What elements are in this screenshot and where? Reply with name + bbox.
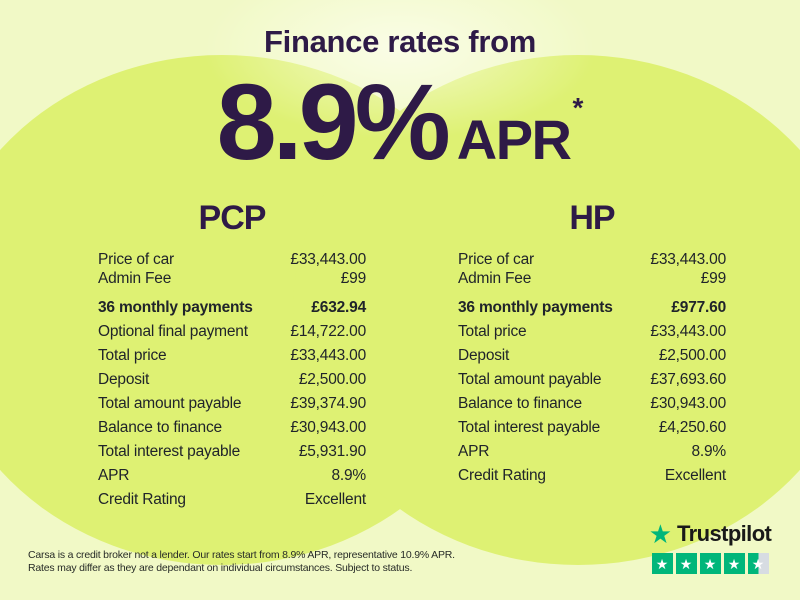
row-label: Total price xyxy=(458,323,527,340)
table-row: Price of car £33,443.00 xyxy=(98,250,366,269)
column-heading-pcp: PCP xyxy=(198,199,267,237)
row-label: Admin Fee xyxy=(98,269,172,287)
row-value: Excellent xyxy=(664,467,726,484)
table-row: Deposit £2,500.00 xyxy=(458,344,726,368)
finance-table-hp: Price of car £33,443.00 Admin Fee £99 36 mon… xyxy=(458,250,726,488)
row-label: 36 monthly payments xyxy=(458,299,613,316)
disclaimer-line-2: Rates may differ as they are dependant o… xyxy=(28,562,413,574)
table-row: Total amount payable £37,693.60 xyxy=(458,368,726,392)
row-value: £37,693.60 xyxy=(650,371,726,388)
table-row: Deposit £2,500.00 xyxy=(98,368,366,392)
table-row: Admin Fee £99 xyxy=(458,269,726,288)
table-row: 36 monthly payments £632.94 xyxy=(98,296,366,320)
row-value: £30,943.00 xyxy=(290,419,366,436)
row-label: Total interest payable xyxy=(98,443,241,460)
table-row: Total interest payable £4,250.60 xyxy=(458,416,726,440)
column-hp: HP Price of car £33,443.00 Admin Fee £99 36 … xyxy=(458,196,726,488)
trustpilot-widget: ★ Trustpilot ★ ★ ★ ★ ★ xyxy=(640,521,780,574)
row-value: £99 xyxy=(340,269,366,287)
row-label: Balance to finance xyxy=(458,395,582,412)
apr-label: APR xyxy=(456,108,572,171)
table-row: Total price £33,443.00 xyxy=(98,344,366,368)
table-row: Credit Rating Excellent xyxy=(98,488,366,512)
row-value: £39,374.90 xyxy=(290,395,366,412)
disclaimer: Carsa is a credit broker not a lender. O… xyxy=(28,549,455,575)
trustpilot-rating-stars: ★ ★ ★ ★ ★ xyxy=(640,553,780,574)
row-value: £33,443.00 xyxy=(650,323,726,340)
row-label: Price of car xyxy=(458,250,534,268)
table-row: Total price £33,443.00 xyxy=(458,320,726,344)
table-row: Total interest payable £5,931.90 xyxy=(98,440,366,464)
row-label: Deposit xyxy=(458,347,510,364)
row-value: £2,500.00 xyxy=(298,371,366,388)
finance-table-pcp: Price of car £33,443.00 Admin Fee £99 36 mon… xyxy=(98,250,366,512)
column-heading-hp: HP xyxy=(569,199,615,237)
row-value: £30,943.00 xyxy=(650,395,726,412)
row-label: Balance to finance xyxy=(98,419,222,436)
row-label: Price of car xyxy=(98,250,174,268)
row-value: £632.94 xyxy=(311,299,366,316)
star-box: ★ xyxy=(723,553,745,574)
row-label: Total interest payable xyxy=(458,419,601,436)
table-row: 36 monthly payments £977.60 xyxy=(458,296,726,320)
row-label: Total amount payable xyxy=(98,395,242,412)
row-label: APR xyxy=(458,443,490,460)
table-row: Total amount payable £39,374.90 xyxy=(98,392,366,416)
table-row: Balance to finance £30,943.00 xyxy=(98,416,366,440)
disclaimer-line-1: Carsa is a credit broker not a lender. O… xyxy=(28,549,455,561)
row-label: Deposit xyxy=(98,371,150,388)
row-label: APR xyxy=(98,467,130,484)
trustpilot-logo: ★ Trustpilot xyxy=(640,521,780,547)
row-value: £33,443.00 xyxy=(650,250,726,268)
table-row: APR 8.9% xyxy=(458,440,726,464)
row-value: £5,931.90 xyxy=(298,443,366,460)
column-pcp: PCP Price of car £33,443.00 Admin Fee £99 36… xyxy=(98,196,366,512)
trustpilot-star-icon: ★ xyxy=(648,519,673,549)
row-value: £4,250.60 xyxy=(658,419,726,436)
row-value: £33,443.00 xyxy=(290,347,366,364)
table-row: Credit Rating Excellent xyxy=(458,464,726,488)
table-row: Price of car £33,443.00 xyxy=(458,250,726,269)
row-label: Total price xyxy=(98,347,167,364)
row-value: £33,443.00 xyxy=(290,250,366,268)
row-label: Admin Fee xyxy=(458,269,532,287)
row-label: Optional final payment xyxy=(98,323,248,340)
row-value: 8.9% xyxy=(691,443,726,460)
headline-rate: 8.9% APR * xyxy=(0,68,800,176)
row-value: Excellent xyxy=(304,491,366,508)
row-label: Total amount payable xyxy=(458,371,602,388)
table-row: APR 8.9% xyxy=(98,464,366,488)
table-row: Admin Fee £99 xyxy=(98,269,366,288)
banner-title: Finance rates from xyxy=(264,24,536,59)
star-box: ★ xyxy=(699,553,721,574)
row-value: 8.9% xyxy=(331,467,366,484)
trustpilot-wordmark: Trustpilot xyxy=(677,521,772,546)
row-label: 36 monthly payments xyxy=(98,299,253,316)
row-label: Credit Rating xyxy=(98,491,186,508)
apr-asterisk: * xyxy=(572,92,584,123)
row-value: £99 xyxy=(700,269,726,287)
table-row: Optional final payment £14,722.00 xyxy=(98,320,366,344)
row-label: Credit Rating xyxy=(458,467,546,484)
star-box: ★ xyxy=(651,553,673,574)
star-box: ★ xyxy=(675,553,697,574)
row-value: £14,722.00 xyxy=(290,323,366,340)
row-value: £977.60 xyxy=(671,299,726,316)
row-value: £2,500.00 xyxy=(658,347,726,364)
table-row: Balance to finance £30,943.00 xyxy=(458,392,726,416)
star-box: ★ xyxy=(747,553,769,574)
rate-value: 8.9% xyxy=(216,61,451,182)
